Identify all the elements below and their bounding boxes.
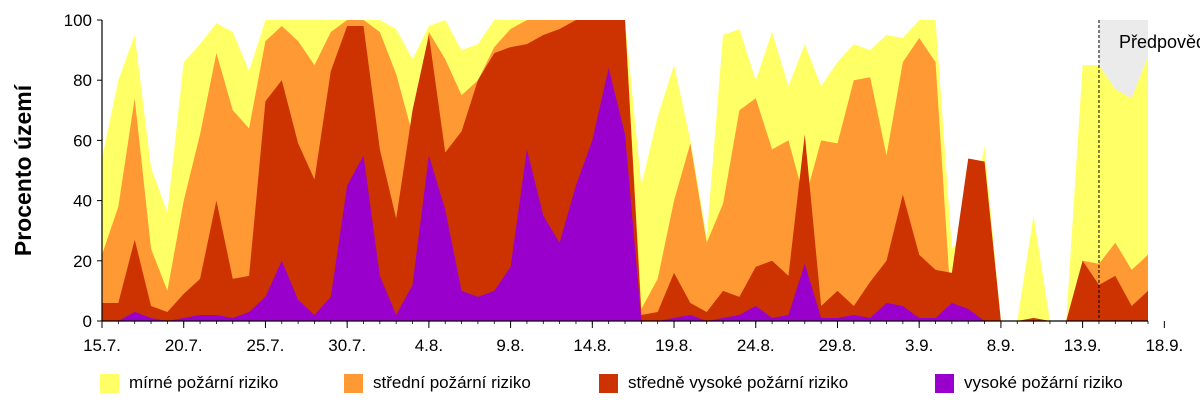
x-tick-label: 8.9. [987, 336, 1015, 355]
x-tick-label: 18.9. [1145, 336, 1183, 355]
x-tick-label: 4.8. [415, 336, 443, 355]
x-tick-label: 25.7. [247, 336, 285, 355]
y-tick-label: 60 [73, 131, 92, 150]
area-vysoke [102, 68, 1148, 321]
legend-swatch-mirne [100, 373, 119, 393]
forecast-label: Předpověď [1119, 32, 1200, 52]
x-tick-label: 14.8. [573, 336, 611, 355]
x-tick-label: 13.9. [1064, 336, 1102, 355]
x-tick-label: 24.8. [737, 336, 775, 355]
y-tick-label: 100 [64, 11, 92, 30]
axes: 0 20 40 60 80 100 15.7. 20.7. 25.7. 30.7. 4.8. 9.8.… [64, 11, 1184, 355]
legend: mírné požární riziko střední požární riz… [0, 368, 1200, 398]
y-tick-label: 80 [73, 71, 92, 90]
legend-item-stredni: střední požární riziko [344, 368, 531, 398]
x-tick-label: 3.9. [905, 336, 933, 355]
legend-swatch-stredne-vysoke [599, 373, 618, 393]
legend-label-mirne: mírné požární riziko [129, 373, 279, 392]
area-layers [102, 20, 1148, 321]
chart: Předpověď 0 20 40 60 80 100 15.7. 20.7. 25.7. 30.… [10, 11, 1200, 355]
legend-label-vysoke: vysoké požární riziko [964, 373, 1123, 392]
legend-swatch-stredni [344, 373, 363, 393]
x-tick-label: 29.8. [819, 336, 857, 355]
y-tick-label: 0 [83, 312, 92, 331]
legend-label-stredni: střední požární riziko [373, 373, 531, 392]
legend-item-stredne-vysoke: středně vysoké požární riziko [599, 368, 848, 398]
x-tick-label: 19.8. [655, 336, 693, 355]
x-tick-label: 9.8. [496, 336, 524, 355]
x-tick-label: 15.7. [83, 336, 121, 355]
legend-item-vysoke: vysoké požární riziko [935, 368, 1123, 398]
x-tick-label: 20.7. [165, 336, 203, 355]
x-tick-label: 30.7. [328, 336, 366, 355]
y-axis-label: Procento území [10, 83, 36, 256]
legend-label-stredne-vysoke: středně vysoké požární riziko [628, 373, 849, 392]
legend-item-mirne: mírné požární riziko [100, 368, 278, 398]
y-tick-label: 40 [73, 192, 92, 211]
y-tick-label: 20 [73, 252, 92, 271]
legend-swatch-vysoke [935, 373, 954, 393]
